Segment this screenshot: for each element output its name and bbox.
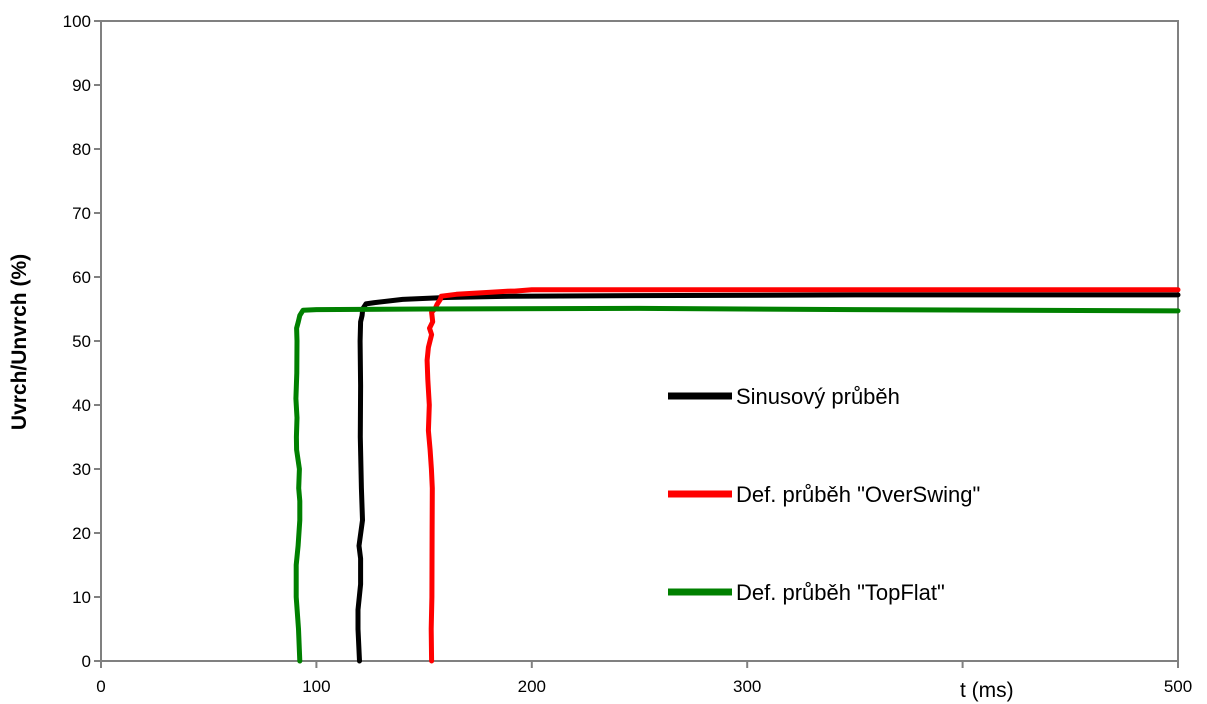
series-line-2	[424, 287, 1181, 664]
y-tick-label: 10	[72, 588, 91, 607]
y-tick-label: 60	[72, 268, 91, 287]
y-tick-label: 0	[82, 652, 91, 671]
legend-label-1: Sinusový průběh	[736, 384, 900, 409]
x-tick-label: 200	[518, 677, 546, 696]
legend-label-3: Def. průběh "TopFlat"	[736, 580, 945, 605]
x-tick-label: 0	[96, 677, 105, 696]
y-tick-label: 50	[72, 332, 91, 351]
plot-frame	[100, 20, 1179, 662]
x-axis-title: t (ms)	[960, 679, 1014, 702]
y-tick-label: 80	[72, 140, 91, 159]
x-tick-label: 500	[1164, 677, 1192, 696]
y-tick-label: 100	[63, 12, 91, 31]
y-tick-label: 20	[72, 524, 91, 543]
y-tick-label: 40	[72, 396, 91, 415]
axis-ticks: 0 10 20 30 40 50 60 70 80 90 100 0 100 200 300 500	[63, 12, 1193, 696]
series-layer	[293, 287, 1181, 664]
y-axis-title: Uvrch/Unvrch (%)	[8, 254, 31, 430]
y-tick-label: 70	[72, 204, 91, 223]
x-tick-label: 300	[733, 677, 761, 696]
series-line-3	[293, 305, 1181, 664]
x-tick-label: 100	[302, 677, 330, 696]
legend: Sinusový průběh Def. průběh "OverSwing" De…	[668, 384, 980, 605]
y-tick-label: 90	[72, 76, 91, 95]
legend-label-2: Def. průběh "OverSwing"	[736, 482, 980, 507]
y-tick-label: 30	[72, 460, 91, 479]
series-line-1	[355, 292, 1181, 664]
plot-border	[100, 20, 1179, 662]
